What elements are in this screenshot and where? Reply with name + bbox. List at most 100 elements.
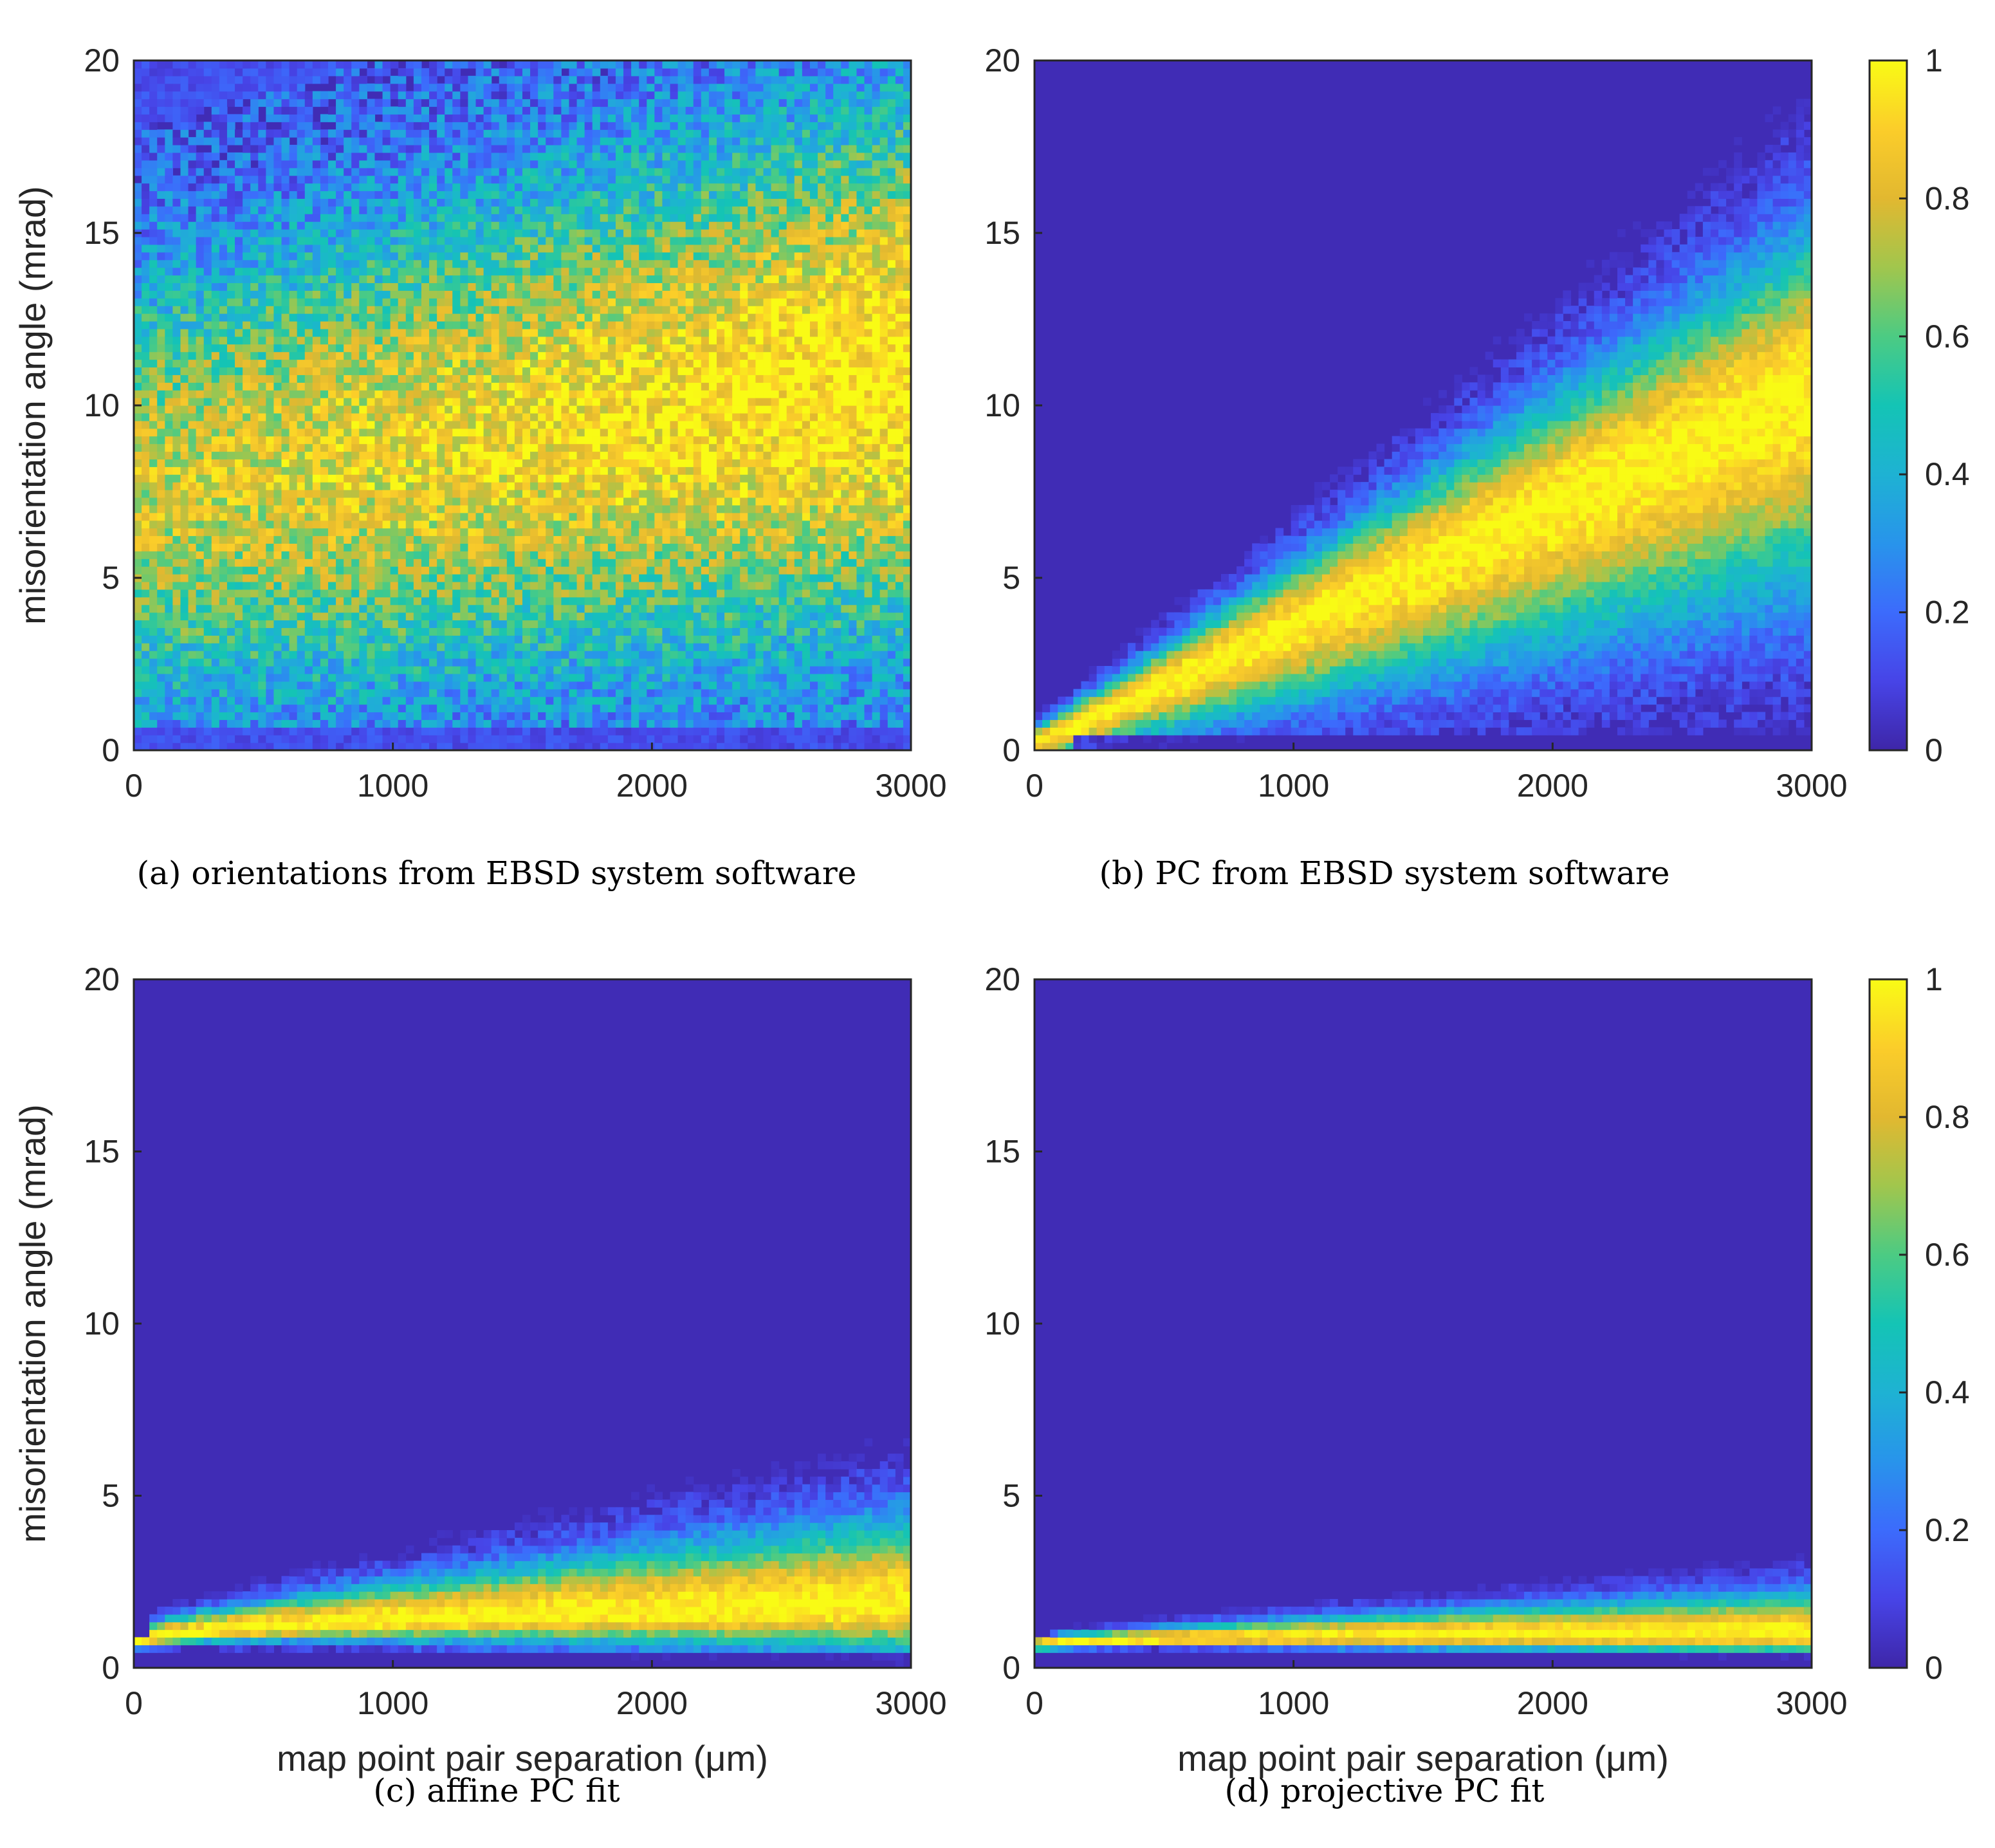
heatmap-cell (165, 183, 173, 192)
heatmap-cell (328, 336, 336, 345)
heatmap-cell (196, 282, 205, 291)
heatmap-cell (320, 75, 329, 84)
heatmap-cell (297, 60, 306, 69)
heatmap-cell (390, 627, 399, 636)
heatmap-cell (235, 298, 243, 306)
heatmap-cell (172, 91, 181, 100)
heatmap-cell (506, 543, 515, 551)
heatmap-cell (475, 306, 484, 314)
heatmap-cell (359, 83, 367, 92)
heatmap-cell (390, 735, 399, 743)
heatmap-cell (304, 290, 313, 299)
heatmap-cell (157, 374, 165, 383)
heatmap-cell (273, 490, 282, 498)
heatmap-cell (211, 658, 220, 667)
heatmap-cell (336, 320, 344, 329)
heatmap-cell (320, 681, 329, 690)
heatmap-cell (297, 535, 306, 544)
heatmap-cell (226, 467, 235, 475)
heatmap-cell (312, 183, 321, 192)
heatmap-cell (506, 436, 515, 445)
heatmap-cell (359, 712, 367, 720)
heatmap-cell (468, 420, 477, 429)
heatmap-cell (413, 688, 422, 698)
heatmap-cell (180, 236, 189, 245)
heatmap-cell (437, 252, 445, 261)
heatmap-cell (250, 405, 259, 414)
heatmap-cell (211, 244, 220, 253)
heatmap-cell (553, 122, 562, 130)
heatmap-cell (530, 98, 538, 107)
heatmap-cell (437, 167, 445, 176)
heatmap-cell (266, 344, 275, 353)
heatmap-cell (351, 482, 360, 490)
heatmap-cell (468, 543, 477, 551)
heatmap-cell (219, 114, 228, 122)
heatmap-cell (382, 412, 391, 421)
heatmap-cell (157, 497, 165, 506)
heatmap-cell (561, 528, 570, 537)
heatmap-cell (475, 236, 484, 245)
heatmap-cell (530, 267, 538, 276)
heatmap-cell (499, 436, 508, 445)
heatmap-cell (460, 405, 469, 414)
heatmap-cell (538, 443, 546, 452)
heatmap-cell (499, 443, 508, 452)
heatmap-cell (134, 566, 142, 575)
heatmap-cell (475, 221, 484, 230)
heatmap-cell (390, 152, 399, 161)
heatmap-cell (405, 704, 414, 713)
heatmap-cell (219, 374, 228, 383)
heatmap-cell (289, 497, 298, 506)
heatmap-cell (312, 673, 321, 682)
heatmap-cell (289, 398, 298, 406)
heatmap-cell (250, 60, 259, 69)
heatmap-cell (351, 520, 360, 529)
heatmap-cell (196, 229, 205, 237)
heatmap-cell (312, 198, 321, 207)
heatmap-cell (374, 543, 383, 551)
heatmap-cell (219, 137, 228, 145)
heatmap-cell (546, 98, 554, 107)
heatmap-cell (266, 298, 275, 306)
heatmap-cell (281, 589, 290, 598)
heatmap-cell (196, 512, 205, 521)
heatmap-cell (328, 551, 336, 559)
heatmap-cell (149, 482, 158, 490)
heatmap-cell (491, 359, 500, 368)
heatmap-cell (506, 551, 515, 559)
heatmap-cell (382, 359, 391, 368)
heatmap-cell (312, 696, 321, 705)
heatmap-cell (359, 221, 367, 230)
heatmap-cell (180, 497, 189, 506)
heatmap-cell (226, 405, 235, 414)
heatmap-cell (468, 658, 477, 667)
heatmap-cell (180, 275, 189, 284)
heatmap-cell (258, 743, 266, 751)
heatmap-cell (344, 743, 352, 751)
heatmap-cell (468, 665, 477, 674)
heatmap-cell (336, 75, 344, 84)
heatmap-cell (273, 658, 282, 667)
heatmap-cell (437, 412, 445, 421)
heatmap-cell (506, 428, 515, 437)
heatmap-cell (561, 290, 570, 299)
heatmap-cell (142, 190, 150, 199)
heatmap-cell (219, 451, 228, 459)
heatmap-cell (483, 275, 492, 284)
heatmap-cell (312, 665, 321, 674)
heatmap-cell (351, 214, 360, 222)
heatmap-cell (281, 229, 290, 237)
heatmap-cell (304, 313, 313, 322)
heatmap-cell (297, 665, 306, 674)
heatmap-cell (320, 183, 329, 192)
heatmap-cell (405, 627, 414, 636)
heatmap-cell (344, 443, 352, 452)
heatmap-cell (460, 474, 469, 483)
heatmap-cell (382, 390, 391, 398)
heatmap-cell (250, 482, 259, 490)
heatmap-cell (382, 512, 391, 521)
heatmap-cell (382, 420, 391, 429)
heatmap-cell (134, 712, 142, 720)
heatmap-cell (546, 68, 554, 77)
